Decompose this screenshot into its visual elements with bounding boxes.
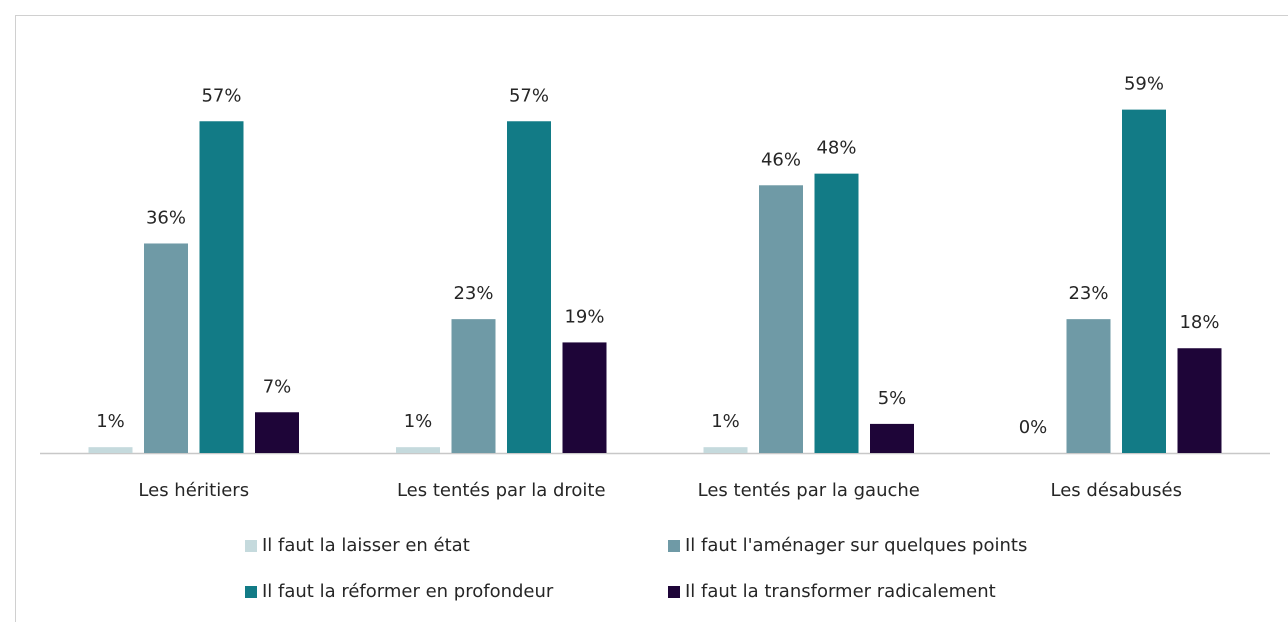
bar bbox=[814, 173, 859, 453]
x-tick-label: Les héritiers bbox=[138, 480, 249, 501]
value-label: 7% bbox=[263, 376, 292, 397]
value-label: 23% bbox=[453, 283, 493, 304]
value-label: 59% bbox=[1124, 74, 1164, 95]
bar bbox=[1066, 319, 1111, 453]
value-label: 23% bbox=[1068, 283, 1108, 304]
bar bbox=[759, 185, 803, 453]
value-label: 46% bbox=[761, 149, 801, 170]
bar bbox=[703, 447, 748, 453]
value-label: 18% bbox=[1179, 312, 1219, 333]
legend-label: Il faut la réformer en profondeur bbox=[262, 581, 554, 602]
legend-swatch bbox=[245, 586, 257, 598]
bar bbox=[199, 121, 244, 453]
value-label: 57% bbox=[201, 85, 241, 106]
bar bbox=[396, 447, 440, 453]
value-label: 1% bbox=[96, 411, 125, 432]
value-label: 5% bbox=[878, 388, 907, 409]
bar bbox=[1177, 348, 1222, 453]
value-label: 57% bbox=[509, 85, 549, 106]
legend-swatch bbox=[668, 586, 680, 598]
legend-label: Il faut l'aménager sur quelques points bbox=[685, 535, 1027, 556]
legend-label: Il faut la laisser en état bbox=[262, 535, 470, 556]
bar bbox=[451, 319, 496, 453]
x-tick-label: Les tentés par la gauche bbox=[698, 480, 920, 501]
legend-label: Il faut la transformer radicalement bbox=[685, 581, 996, 602]
x-tick-label: Les désabusés bbox=[1051, 480, 1182, 501]
legend-swatch bbox=[668, 540, 680, 552]
value-label: 0% bbox=[1019, 417, 1048, 438]
x-tick-label: Les tentés par la droite bbox=[397, 480, 606, 501]
bar bbox=[144, 243, 188, 453]
bar bbox=[870, 423, 914, 453]
value-label: 36% bbox=[146, 207, 186, 228]
value-label: 48% bbox=[816, 138, 856, 159]
value-label: 19% bbox=[564, 306, 604, 327]
value-label: 1% bbox=[711, 411, 740, 432]
bar bbox=[562, 342, 607, 453]
bar bbox=[255, 412, 299, 453]
value-label: 1% bbox=[404, 411, 433, 432]
bar bbox=[1122, 109, 1166, 454]
bar bbox=[507, 121, 551, 453]
bar bbox=[88, 447, 133, 453]
legend-swatch bbox=[245, 540, 257, 552]
